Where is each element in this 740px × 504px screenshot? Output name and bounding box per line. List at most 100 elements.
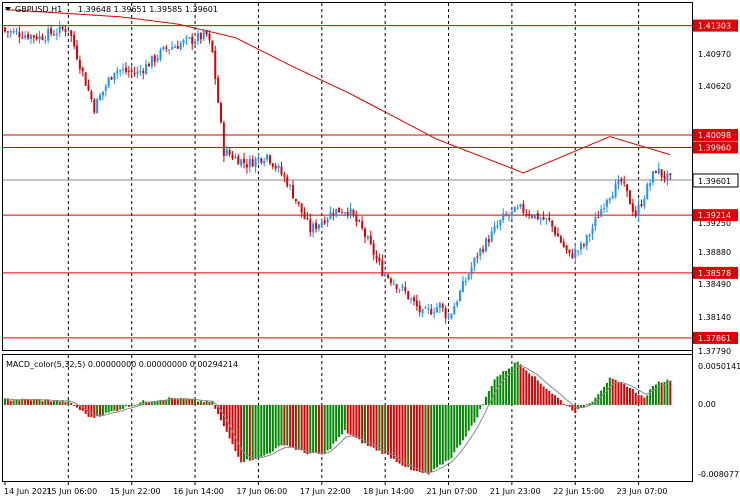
price-tick: 1.40620 (698, 82, 731, 91)
candle-body (41, 36, 44, 40)
candle-body (268, 155, 271, 164)
candle-body (176, 46, 179, 49)
macd-bar (398, 404, 401, 464)
macd-bar (245, 404, 248, 460)
candle-body (113, 72, 116, 81)
candle-body (292, 185, 294, 199)
candle-body (631, 203, 634, 212)
candle-body (280, 166, 283, 175)
candle-body (646, 184, 649, 200)
candle-body (415, 300, 418, 307)
candle-body (438, 302, 441, 309)
candle-body (251, 159, 254, 167)
candle-body (571, 253, 574, 259)
macd-bar (90, 404, 93, 417)
macd-bar (55, 400, 58, 405)
macd-bar (559, 400, 562, 405)
macd-bar (335, 404, 338, 442)
macd-bar (450, 404, 453, 459)
macd-bar (52, 401, 55, 405)
macd-bar (268, 404, 271, 454)
macd-bar (165, 399, 168, 405)
candle-body (499, 220, 502, 226)
candle-body (643, 199, 646, 206)
macd-bar (248, 404, 251, 461)
macd-bar (343, 404, 346, 431)
candle-body (21, 37, 24, 39)
candle-body (387, 274, 390, 278)
candle-body (384, 273, 387, 277)
macd-bar (660, 382, 663, 405)
moving-average-line (4, 9, 671, 174)
macd-bar (21, 398, 24, 405)
macd-bar (277, 404, 280, 447)
candle-body (240, 159, 243, 166)
macd-bar (317, 404, 320, 454)
macd-bar (202, 402, 205, 405)
dropdown-triangle-icon[interactable] (5, 7, 11, 11)
macd-bar (657, 381, 660, 405)
candle-body (58, 25, 61, 33)
candle-body (162, 46, 165, 50)
macd-bar (421, 404, 424, 474)
macd-bar (15, 399, 18, 405)
candle-body (654, 171, 657, 173)
macd-bar (531, 376, 534, 405)
candle-body (528, 213, 531, 216)
candle-body (660, 169, 663, 177)
level-label-box (693, 209, 738, 222)
time-label: 15 Jun 06:00 (46, 487, 97, 496)
candle-body (171, 47, 174, 50)
macd-bar (332, 404, 335, 444)
candle-body (225, 149, 228, 156)
macd-bar (387, 404, 390, 455)
candle-body (522, 203, 525, 213)
macd-axis: 0.0050141 0.00 -0.008077 (698, 362, 740, 479)
candle-body (444, 308, 447, 318)
candle-body (15, 31, 18, 33)
macd-bar (188, 399, 191, 405)
macd-bar (427, 404, 430, 475)
macd-bar (107, 404, 110, 413)
macd-bar (32, 398, 35, 405)
macd-bar (459, 404, 462, 446)
macd-bar (260, 404, 263, 457)
price-tick: 1.38490 (698, 280, 731, 289)
candle-body (476, 256, 479, 258)
macd-bar (574, 404, 577, 414)
candle-body (263, 160, 266, 164)
candle-body (6, 31, 9, 33)
candle-body (294, 198, 297, 202)
macd-bar (634, 392, 637, 405)
candlestick-series (4, 21, 672, 324)
price-tick: 1.40970 (698, 50, 731, 59)
price-axis: 1.40970 1.40620 1.39250 1.38880 1.38490 … (698, 50, 731, 356)
candle-body (323, 220, 326, 224)
macd-bar (582, 404, 585, 408)
candle-body (412, 297, 415, 302)
ohlc-values: 1.39648 1.39651 1.39585 1.39601 (78, 5, 218, 14)
candle-body (96, 98, 99, 114)
candle-body (84, 72, 87, 86)
macd-bar (513, 362, 516, 405)
candle-body (340, 212, 343, 214)
candle-body (194, 41, 197, 45)
candle-body (603, 207, 606, 209)
macd-bar (649, 389, 652, 405)
macd-bar (395, 404, 398, 463)
candle-body (545, 218, 548, 220)
time-label: 21 Jun 07:00 (427, 487, 478, 496)
price-panel[interactable] (2, 2, 693, 351)
macd-bar (205, 400, 208, 405)
symbol-label: GBPUSD,H1 (15, 5, 62, 14)
candle-body (542, 217, 545, 220)
macd-bar (61, 400, 64, 405)
macd-bar (266, 404, 269, 454)
macd-bar (519, 364, 522, 405)
moving-average-path (4, 9, 671, 174)
macd-bar (6, 399, 9, 405)
macd-bar (499, 374, 502, 405)
macd-bar (47, 399, 50, 405)
candle-body (73, 34, 76, 47)
